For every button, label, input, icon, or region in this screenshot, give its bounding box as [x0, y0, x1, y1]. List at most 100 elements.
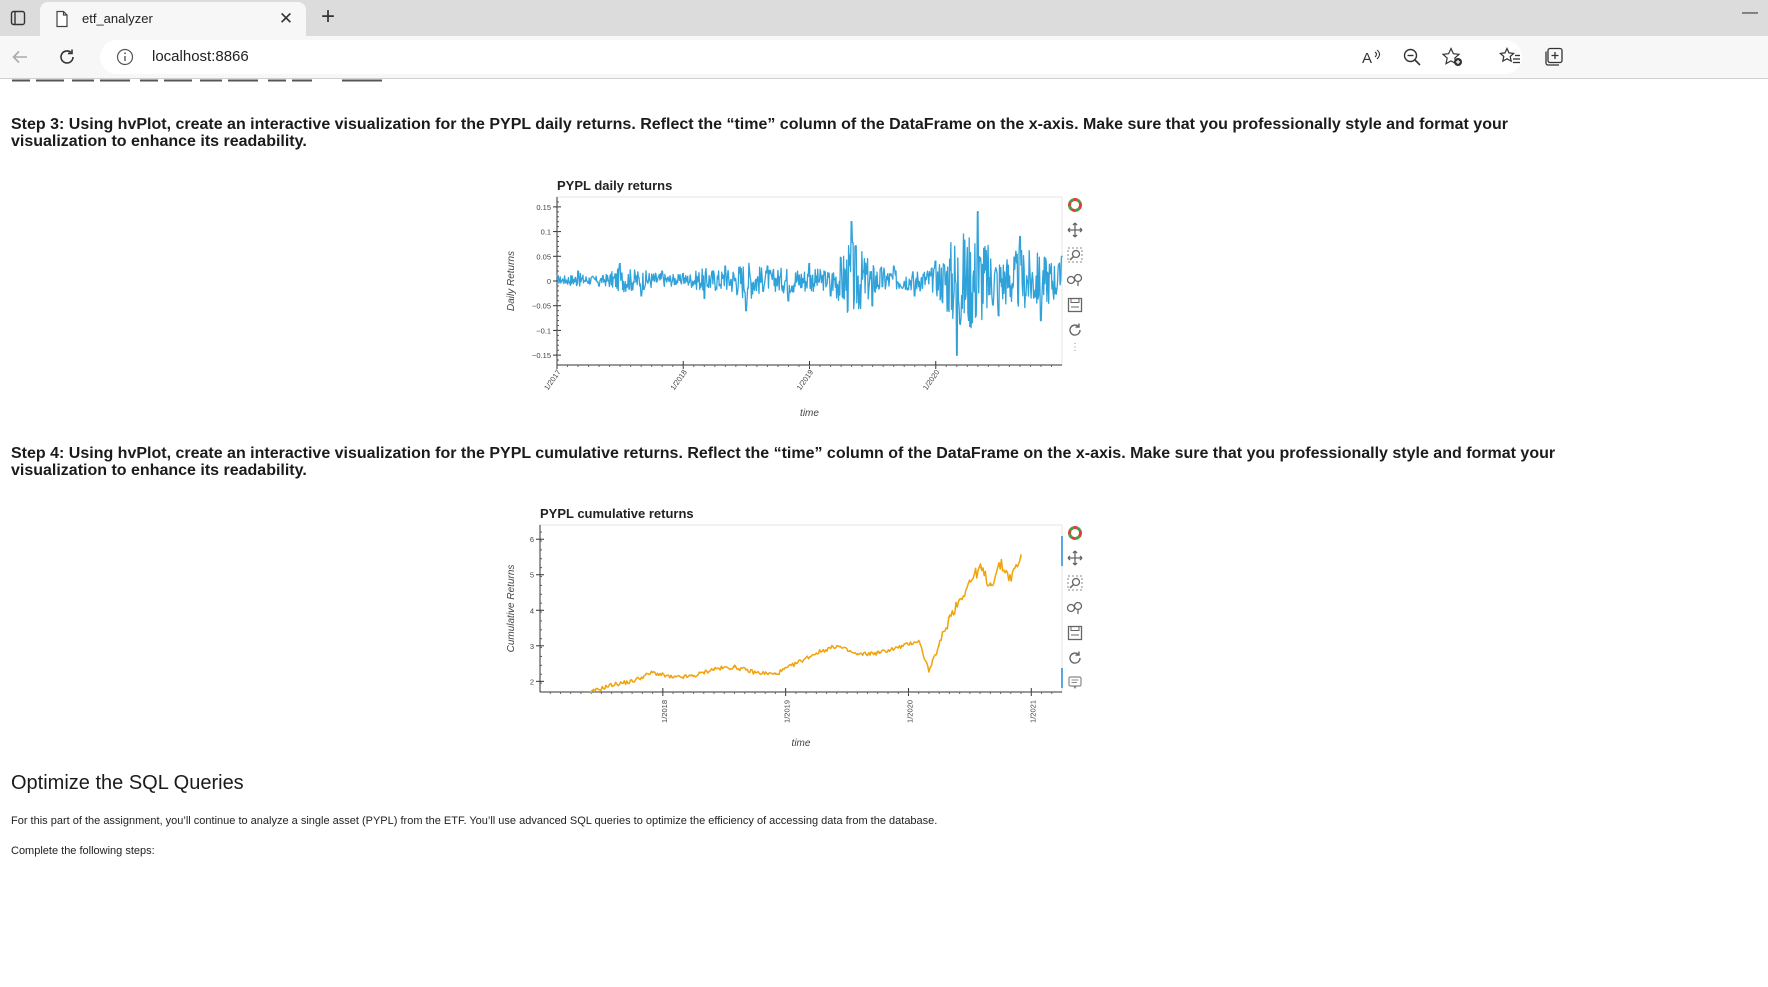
- data-point: [948, 616, 951, 619]
- daily-returns-chart[interactable]: PYPL daily returns Daily Returns time 0.15 0…: [500, 177, 1100, 425]
- add-favorite-button[interactable]: [1438, 43, 1466, 71]
- data-point: [713, 668, 715, 670]
- data-point: [979, 566, 981, 569]
- favorites-button[interactable]: [1496, 43, 1524, 71]
- data-point: [795, 662, 797, 665]
- info-icon[interactable]: [116, 48, 134, 66]
- browser-tab[interactable]: etf_analyzer ✕: [40, 2, 306, 36]
- data-point: [672, 676, 674, 679]
- zoom-out-button[interactable]: [1398, 43, 1426, 71]
- notebook-content: Step 3: Using hvPlot, create an interact…: [0, 79, 1768, 987]
- refresh-button[interactable]: [53, 43, 81, 71]
- read-aloud-icon: A: [1362, 49, 1381, 67]
- save-tool-icon[interactable]: [1065, 622, 1085, 644]
- active-tool-indicator: [1061, 668, 1063, 688]
- bokeh-logo-icon[interactable]: [1065, 194, 1085, 216]
- cumulative-returns-chart[interactable]: PYPL cumulative returns Cumulative Return…: [500, 505, 1100, 755]
- plus-icon[interactable]: +: [320, 3, 335, 30]
- zoom-out-icon: [1403, 48, 1421, 66]
- collections-icon: [1545, 47, 1563, 66]
- reset-tool-icon[interactable]: [1065, 647, 1085, 669]
- section-heading: Optimize the SQL Queries: [11, 772, 244, 794]
- url-field[interactable]: localhost:8866: [100, 40, 1522, 74]
- x-tick-label: 1/2018: [668, 368, 689, 392]
- data-point: [703, 297, 706, 300]
- data-point: [836, 645, 838, 647]
- data-point: [829, 295, 832, 297]
- data-point: [724, 265, 727, 267]
- cumulative-returns-toolbar: [1061, 522, 1085, 697]
- y-tick-label: 0.05: [536, 252, 551, 261]
- cumulative-returns-plot: PYPL cumulative returns Cumulative Return…: [506, 506, 1063, 749]
- back-button[interactable]: [6, 43, 34, 71]
- data-point: [682, 272, 685, 275]
- save-tool-icon[interactable]: [1065, 294, 1085, 316]
- data-point: [556, 275, 558, 277]
- close-icon[interactable]: ✕: [278, 9, 294, 28]
- page-icon: [56, 10, 68, 28]
- favorites-icon: [1499, 47, 1520, 64]
- data-point: [577, 270, 579, 272]
- data-point: [692, 675, 695, 677]
- minimize-icon[interactable]: —: [1742, 4, 1758, 21]
- data-point: [1061, 255, 1063, 258]
- data-point: [815, 652, 818, 654]
- data-point: [969, 581, 971, 583]
- x-tick-label: 1/2019: [795, 368, 816, 392]
- data-point: [897, 646, 900, 649]
- chart-title: PYPL daily returns: [557, 178, 672, 193]
- data-point: [913, 295, 916, 297]
- pan-tool-icon[interactable]: [1065, 219, 1085, 241]
- data-point: [928, 669, 930, 672]
- step4-heading: Step 4: Using hvPlot, create an interact…: [11, 445, 1556, 479]
- bokeh-logo-icon[interactable]: [1065, 522, 1085, 544]
- svg-text:A: A: [1362, 50, 1372, 67]
- data-point: [999, 563, 1002, 565]
- x-tick-label: 1/2020: [921, 368, 942, 392]
- pan-tool-icon[interactable]: [1065, 547, 1085, 569]
- active-tool-indicator: [1061, 536, 1063, 566]
- data-point: [1020, 556, 1022, 558]
- box-zoom-tool-icon[interactable]: [1065, 244, 1085, 266]
- y-tick-label: 0: [547, 277, 551, 286]
- data-point: [850, 220, 853, 223]
- y-tick-label: 2: [530, 677, 534, 686]
- x-tick-label: 1/2021: [1028, 700, 1037, 723]
- hover-tool-icon[interactable]: [1065, 672, 1085, 694]
- x-tick-label: 1/2020: [905, 700, 914, 723]
- data-point: [651, 671, 654, 674]
- step3-heading: Step 3: Using hvPlot, create an interact…: [11, 116, 1508, 150]
- wheel-zoom-tool-icon[interactable]: [1065, 597, 1085, 619]
- read-aloud-button[interactable]: A: [1358, 43, 1386, 71]
- tab-actions-button[interactable]: [0, 0, 36, 36]
- y-tick-label: 3: [530, 642, 534, 651]
- address-bar: localhost:8866 A: [0, 36, 1768, 79]
- back-arrow-icon: [12, 50, 27, 64]
- box-zoom-tool-icon[interactable]: [1065, 572, 1085, 594]
- data-point: [766, 265, 769, 267]
- tab-strip: etf_analyzer ✕ + —: [0, 0, 1768, 36]
- daily-returns-plot: PYPL daily returns Daily Returns time 0.15 0…: [506, 178, 1063, 419]
- x-axis-label: time: [800, 408, 819, 419]
- tab-actions-icon: [10, 10, 26, 26]
- plot-area: [539, 524, 1063, 693]
- data-point: [856, 653, 859, 656]
- data-point: [598, 285, 600, 287]
- data-point: [1040, 319, 1042, 322]
- data-point: [917, 639, 920, 642]
- refresh-icon: [60, 49, 74, 64]
- add-favorite-icon: [1441, 47, 1462, 66]
- x-axis-label: time: [792, 738, 811, 749]
- data-point: [640, 295, 642, 297]
- y-tick-label: −0.05: [532, 302, 551, 311]
- url-text: localhost:8866: [152, 48, 249, 65]
- collections-button[interactable]: [1540, 43, 1568, 71]
- reset-tool-icon[interactable]: [1065, 319, 1085, 341]
- more-tools-icon[interactable]: ⋮: [1070, 342, 1080, 353]
- wheel-zoom-tool-icon[interactable]: [1065, 269, 1085, 291]
- y-tick-label: 4: [530, 606, 534, 615]
- y-tick-label: 0.15: [536, 203, 551, 212]
- x-tick-label: 1/2019: [783, 700, 792, 723]
- y-tick-label: 6: [530, 535, 534, 544]
- data-point: [610, 684, 613, 686]
